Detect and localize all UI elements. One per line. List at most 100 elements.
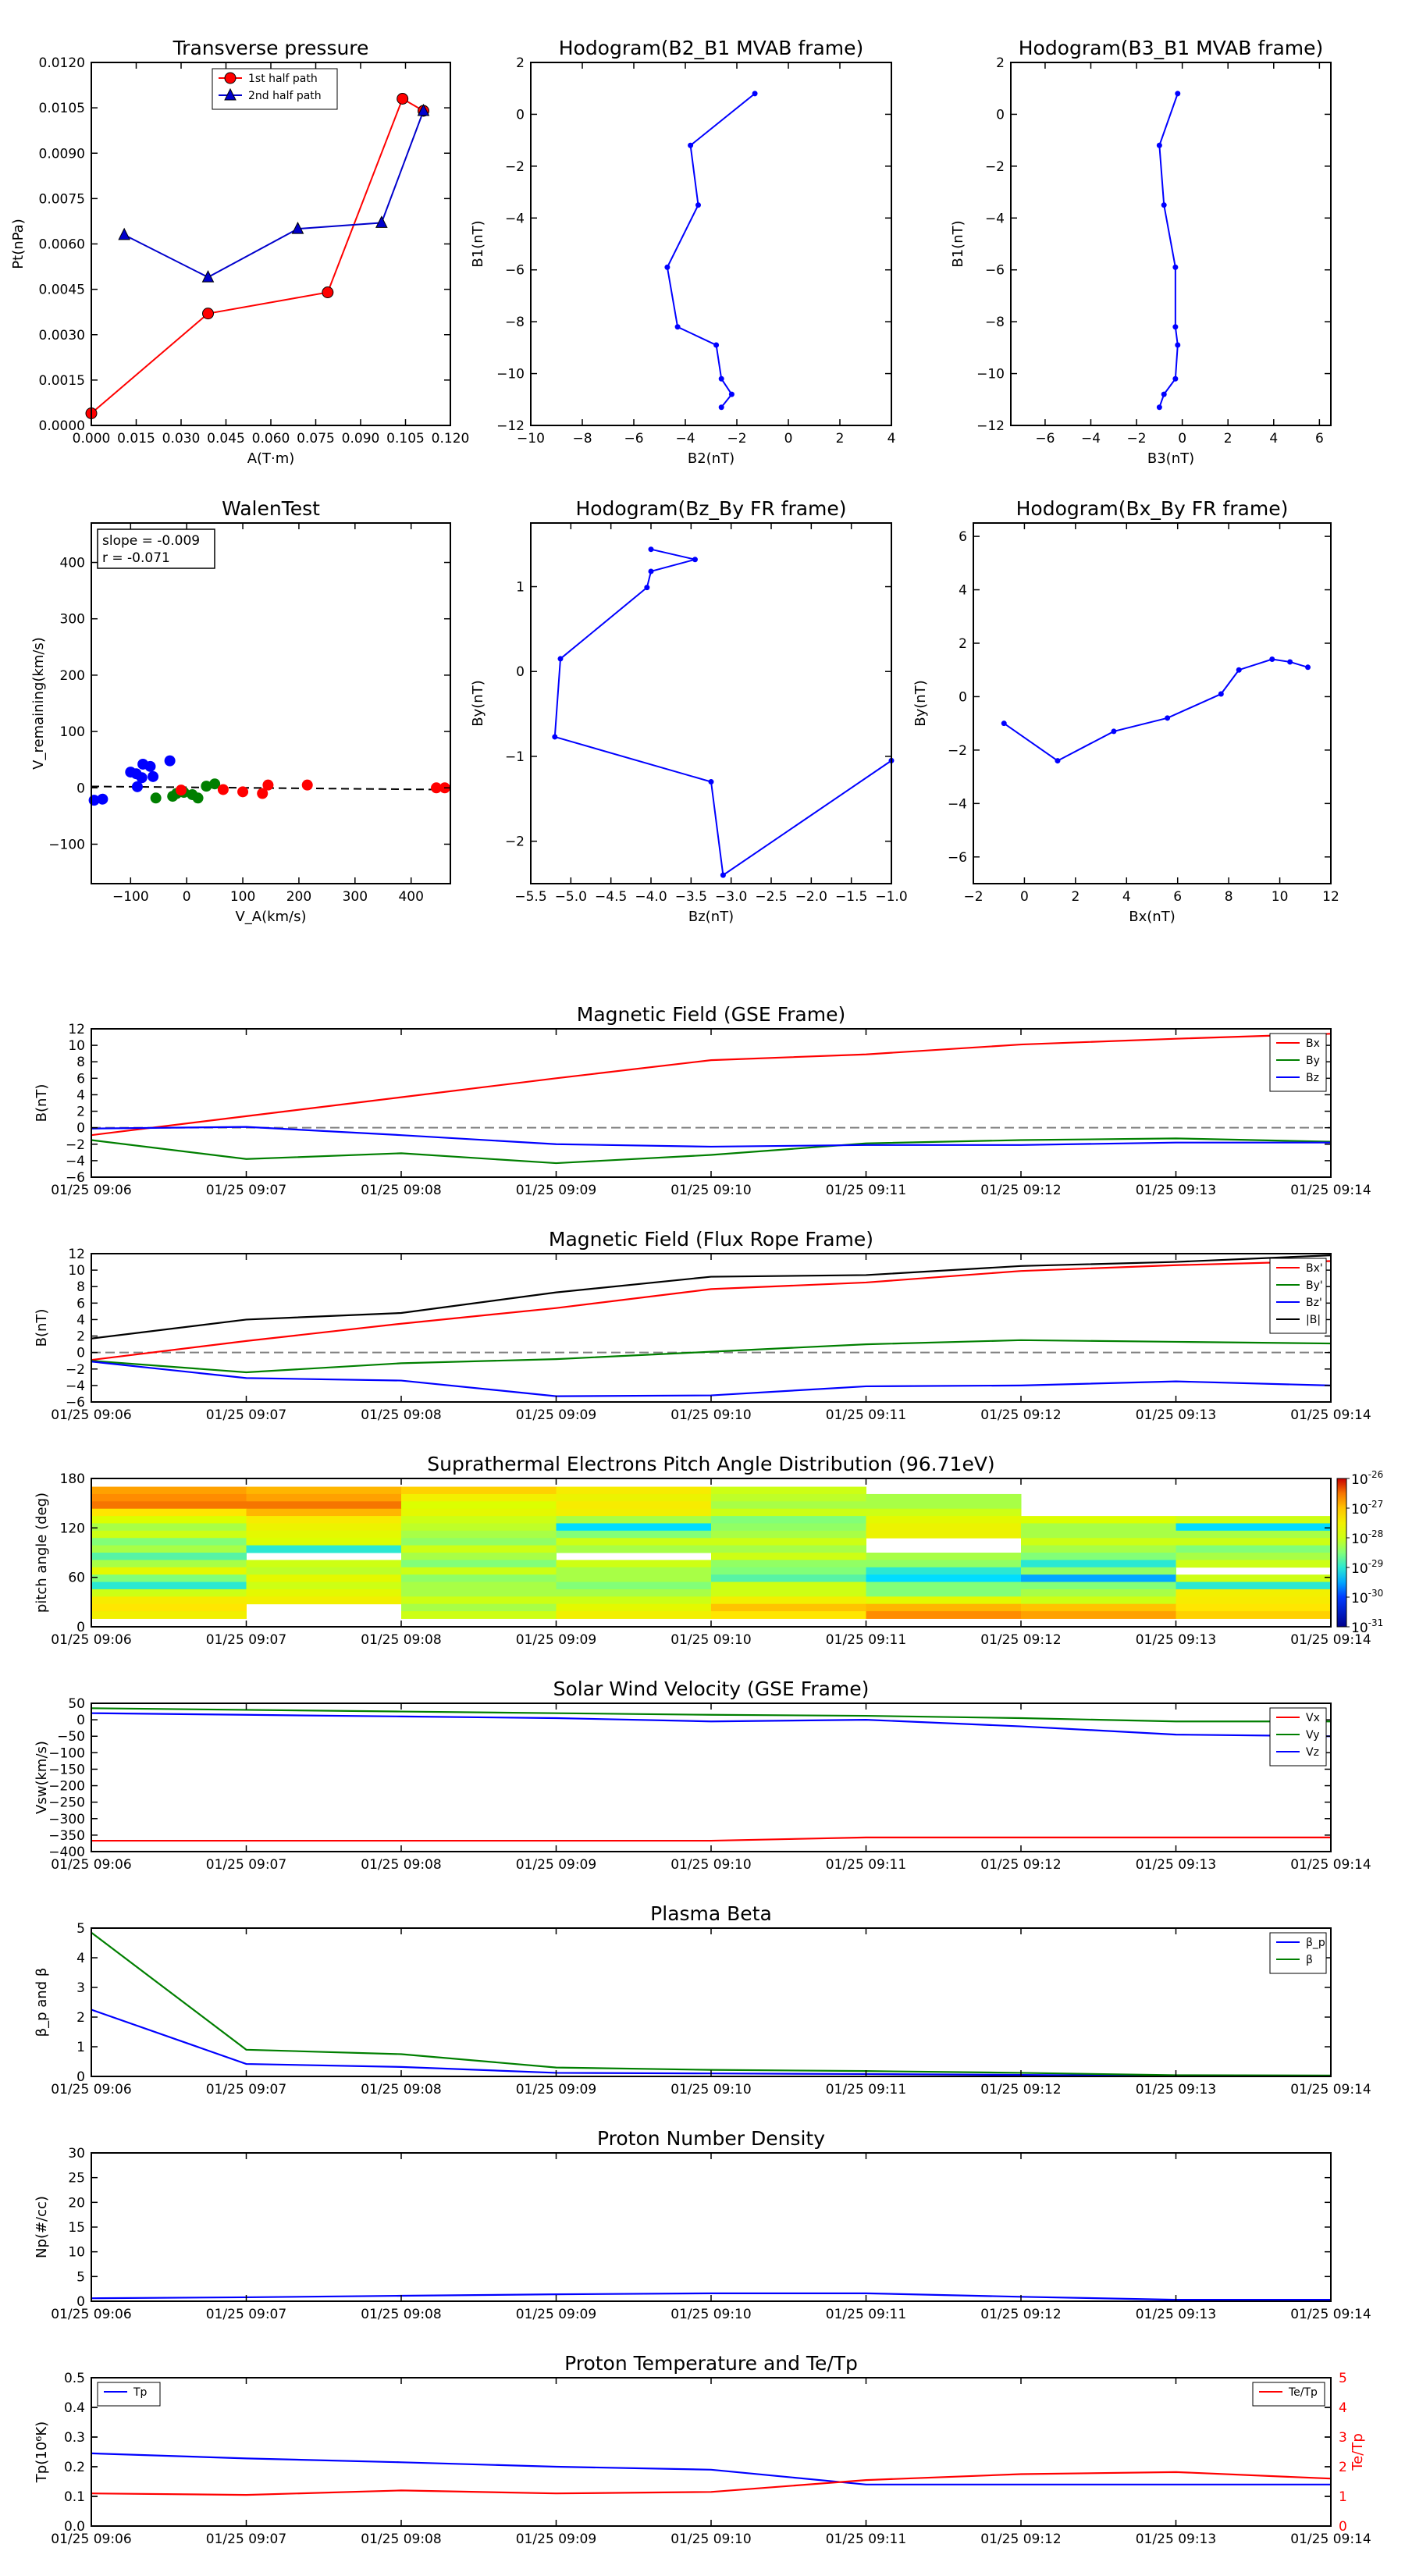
data-point	[136, 772, 148, 784]
x-tick-label: 01/25 09:06	[51, 1407, 131, 1423]
x-tick-label: 01/25 09:09	[516, 1183, 596, 1198]
heatmap-cell	[91, 1508, 247, 1517]
y-tick-label: 0	[76, 1620, 85, 1635]
y-tick-label: 0.2	[64, 2460, 85, 2475]
heatmap-cell	[866, 1508, 1022, 1517]
x-tick-label: −4	[675, 431, 695, 447]
heatmap-cell	[401, 1516, 557, 1524]
x-tick-label: 01/25 09:11	[826, 1632, 906, 1648]
data-point	[1175, 342, 1181, 348]
y-tick-label: 2	[516, 55, 525, 71]
y2-axis-label: Te/Tp	[1350, 2433, 1366, 2471]
chart-title: Hodogram(Bz_By FR frame)	[575, 497, 846, 520]
y-tick-label: −150	[48, 1762, 85, 1777]
heatmap-cell	[556, 1538, 712, 1546]
y-tick-label: 0	[516, 664, 525, 680]
chart-title: Magnetic Field (GSE Frame)	[577, 1003, 845, 1026]
data-point	[397, 93, 409, 105]
heatmap-cell	[91, 1611, 247, 1619]
heatmap-cell	[246, 1530, 402, 1539]
y-tick-label: 8	[76, 1055, 85, 1070]
colorbar-tick-label: 10-26	[1351, 1469, 1383, 1488]
heatmap-cell	[1021, 1523, 1176, 1532]
y-tick-label: −100	[48, 1745, 85, 1761]
heatmap-cell	[556, 1596, 712, 1605]
x-tick-label: 0.075	[297, 431, 335, 447]
y-tick-label: −100	[48, 837, 85, 852]
x-tick-label: 01/25 09:08	[361, 2307, 441, 2322]
y-tick-label: −8	[505, 315, 525, 330]
y-axis-label: B(nT)	[34, 1084, 50, 1123]
y-tick-label: 0.4	[64, 2400, 85, 2416]
heatmap-cell	[91, 1486, 247, 1495]
heatmap-cell	[1176, 1589, 1332, 1597]
x-tick-label: 01/25 09:14	[1290, 1183, 1371, 1198]
heatmap-cell	[866, 1516, 1022, 1524]
y-tick-label: 0.0060	[39, 237, 85, 253]
y-tick-label: 0.0030	[39, 328, 85, 343]
plot-frame	[530, 62, 892, 426]
y-axis-label: pitch angle (deg)	[34, 1493, 50, 1613]
annotation-box	[97, 528, 215, 569]
y-tick-label: 0.0	[64, 2519, 85, 2535]
colorbar-exponent: -26	[1368, 1469, 1384, 1480]
heatmap-cell	[1021, 1574, 1176, 1583]
y-tick-label: 5	[76, 2269, 85, 2285]
hodogram-b3-b1-chart: Hodogram(B3_B1 MVAB frame) −6 −4 −2 0 2 4 6 −12 −…	[950, 37, 1332, 467]
heatmap-cell	[91, 1530, 247, 1539]
heatmap-cell	[556, 1589, 712, 1597]
data-point	[118, 227, 130, 240]
x-tick-label: 2	[1224, 431, 1232, 447]
heatmap-cell	[711, 1530, 866, 1539]
chart-title: Hodogram(B3_B1 MVAB frame)	[1019, 37, 1324, 59]
legend-label: By	[1306, 1055, 1320, 1067]
y-tick-label: −2	[948, 743, 967, 759]
x-axis-label: B3(nT)	[1147, 450, 1194, 467]
x-tick-label: −6	[624, 431, 643, 447]
y-tick-label: 0.0000	[39, 418, 85, 434]
heatmap-cell	[91, 1574, 247, 1583]
heatmap-cell	[401, 1582, 557, 1590]
x-tick-label: 01/25 09:06	[51, 1857, 131, 1873]
heatmap-cell	[246, 1567, 402, 1575]
colorbar-exponent: -27	[1368, 1499, 1384, 1510]
y-tick-label: −1	[505, 749, 525, 765]
chart-title: WalenTest	[222, 497, 320, 520]
heatmap-cell	[556, 1545, 712, 1553]
x-tick-label: 0.015	[117, 431, 155, 447]
y-tick-label: 0.0090	[39, 146, 85, 162]
y-tick-label: 15	[68, 2220, 85, 2236]
heatmap-cell	[556, 1493, 712, 1502]
y-tick-label: 6	[959, 529, 967, 545]
x-tick-label: −2	[963, 889, 983, 905]
legend-label: 2nd half path	[248, 90, 322, 102]
data-point	[1287, 659, 1293, 665]
x-tick-label: 0	[1020, 889, 1029, 905]
data-point	[417, 103, 430, 116]
heatmap-cell	[711, 1574, 866, 1583]
heatmap-cell	[246, 1582, 402, 1590]
x-tick-label: 01/25 09:13	[1136, 2082, 1216, 2097]
x-tick-label: 01/25 09:07	[206, 1183, 286, 1198]
data-point	[150, 792, 162, 804]
y-tick-label: 0	[76, 2069, 85, 2085]
plot-frame	[91, 1927, 1332, 2077]
data-point	[688, 142, 694, 148]
heatmap-cell	[711, 1589, 866, 1597]
y-tick-label: 180	[60, 1471, 85, 1487]
plot-frame	[91, 1703, 1332, 1852]
data-point	[1236, 667, 1242, 673]
heatmap-cell	[711, 1545, 866, 1553]
y-tick-label: 6	[76, 1296, 85, 1311]
annotation-text: slope = -0.009	[102, 533, 200, 549]
legend-label: Vx	[1306, 1712, 1320, 1724]
series-line	[91, 1126, 1331, 1148]
y-tick-label: 0.0120	[39, 55, 85, 71]
heatmap-cell	[1176, 1582, 1332, 1590]
x-tick-label: −5.0	[555, 889, 587, 905]
x-tick-label: 01/25 09:09	[516, 2082, 596, 2097]
heatmap-cell	[401, 1508, 557, 1517]
heatmap-cell	[246, 1508, 402, 1517]
y-tick-label: 60	[68, 1571, 85, 1586]
heatmap-cell	[711, 1538, 866, 1546]
